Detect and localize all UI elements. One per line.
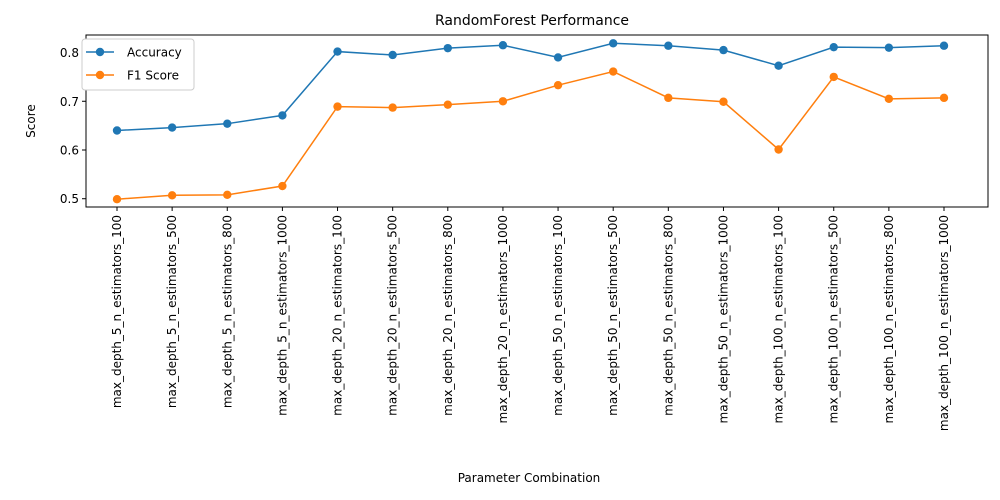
legend: Accuracy F1 Score [81, 38, 195, 91]
y-tick-label: 0.8 [60, 46, 79, 60]
axes-frame [85, 34, 989, 208]
accuracy-point [774, 61, 783, 70]
accuracy-point [333, 47, 342, 56]
accuracy-point [553, 53, 563, 62]
x-tick-label: max_depth_20_n_estimators_500 [386, 215, 400, 416]
x-tick-label: max_depth_20_n_estimators_100 [331, 215, 345, 416]
legend-f1-marker [95, 70, 105, 80]
y-tick-label: 0.6 [60, 143, 79, 157]
f1-point [388, 103, 397, 112]
f1-point [664, 93, 673, 103]
accuracy-point [278, 111, 287, 120]
x-tick-label: max_depth_50_n_estimators_800 [661, 215, 675, 416]
chart-title: RandomForest Performance [435, 13, 629, 29]
x-tick-label: max_depth_50_n_estimators_500 [606, 215, 620, 416]
x-tick-label: max_depth_100_n_estimators_1000 [937, 215, 951, 431]
x-tick-label: max_depth_20_n_estimators_800 [441, 215, 455, 416]
accuracy-point [223, 119, 232, 128]
f1-point [223, 190, 232, 200]
f1-point [443, 100, 452, 109]
accuracy-point [829, 42, 838, 52]
f1-point [609, 67, 618, 76]
y-axis-label: Score [24, 104, 38, 138]
x-tick-label: max_depth_100_n_estimators_800 [882, 215, 896, 423]
accuracy-point [719, 45, 728, 55]
accuracy-point [939, 41, 949, 50]
y-tick-label: 0.5 [60, 192, 79, 206]
x-axis-label: Parameter Combination [458, 471, 601, 485]
accuracy-point [167, 123, 177, 132]
x-axis-ticks: max_depth_5_n_estimators_100 max_depth_5_… [110, 207, 951, 431]
x-tick-label: max_depth_100_n_estimators_100 [772, 215, 786, 423]
plot-area [112, 39, 949, 204]
f1-point [278, 181, 287, 191]
y-axis-ticks: 0.5 0.6 0.7 0.8 [60, 46, 86, 206]
x-tick-label: max_depth_100_n_estimators_500 [827, 215, 841, 423]
x-tick-label: max_depth_50_n_estimators_1000 [716, 215, 730, 423]
accuracy-point [112, 126, 122, 135]
accuracy-point [664, 41, 673, 50]
accuracy-point [443, 43, 452, 53]
x-tick-label: max_depth_50_n_estimators_100 [551, 215, 565, 416]
legend-f1-label: F1 Score [127, 69, 179, 83]
f1-point [112, 195, 122, 204]
f1-point [553, 80, 563, 90]
accuracy-series-line [116, 42, 945, 132]
legend-accuracy-marker [95, 47, 105, 57]
x-tick-label: max_depth_5_n_estimators_800 [220, 215, 234, 408]
accuracy-point [884, 43, 894, 52]
y-tick-label: 0.7 [60, 95, 79, 109]
f1-point [167, 191, 177, 200]
accuracy-point [498, 41, 508, 50]
x-tick-label: max_depth_5_n_estimators_1000 [275, 215, 289, 416]
f1-series-line [116, 70, 945, 200]
f1-point [719, 97, 728, 106]
f1-point [939, 93, 949, 103]
f1-point [884, 94, 894, 104]
x-tick-label: max_depth_5_n_estimators_500 [165, 215, 179, 408]
f1-point [498, 97, 508, 106]
f1-point [829, 72, 838, 82]
accuracy-point [388, 50, 397, 60]
accuracy-point [609, 39, 618, 48]
legend-accuracy-label: Accuracy [127, 46, 182, 60]
x-tick-label: max_depth_20_n_estimators_1000 [496, 215, 510, 423]
f1-point [333, 102, 342, 111]
x-tick-label: max_depth_5_n_estimators_100 [110, 215, 124, 408]
f1-point [774, 145, 783, 154]
